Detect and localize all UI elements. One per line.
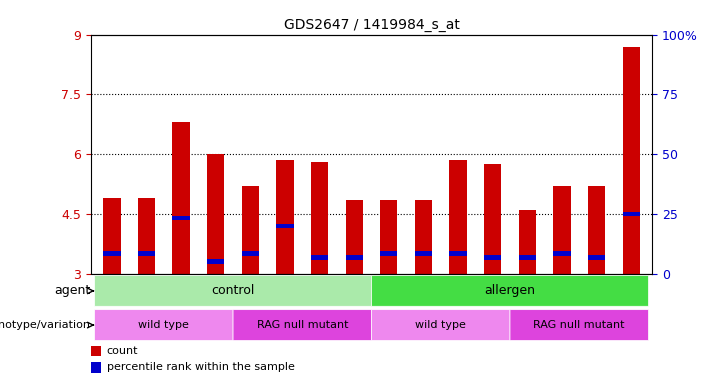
Bar [103, 198, 121, 274]
Text: control: control [212, 285, 254, 297]
Bar [172, 122, 190, 274]
Text: RAG null mutant: RAG null mutant [533, 320, 625, 330]
Bar [276, 223, 294, 228]
Bar [622, 212, 640, 216]
Bar [380, 252, 397, 256]
Text: agent: agent [54, 285, 90, 297]
FancyBboxPatch shape [95, 310, 233, 341]
Bar [276, 160, 294, 274]
Bar [207, 154, 224, 274]
FancyBboxPatch shape [510, 310, 648, 341]
Bar [519, 255, 536, 260]
Bar [519, 210, 536, 274]
Bar [242, 252, 259, 256]
Bar [484, 164, 501, 274]
Bar [207, 260, 224, 264]
Bar [346, 255, 363, 260]
Bar [588, 255, 605, 260]
Bar [138, 252, 155, 256]
Bar [415, 200, 432, 274]
FancyBboxPatch shape [233, 310, 372, 341]
Bar [484, 255, 501, 260]
Bar [449, 160, 467, 274]
Text: genotype/variation: genotype/variation [0, 320, 90, 330]
Bar [588, 186, 605, 274]
Bar [91, 362, 101, 373]
Bar [622, 46, 640, 274]
Text: wild type: wild type [138, 320, 189, 330]
Title: GDS2647 / 1419984_s_at: GDS2647 / 1419984_s_at [284, 18, 459, 32]
Bar [415, 252, 432, 256]
Bar [138, 198, 155, 274]
Text: wild type: wild type [415, 320, 466, 330]
Text: RAG null mutant: RAG null mutant [257, 320, 348, 330]
Bar [91, 346, 101, 356]
Bar [172, 215, 190, 220]
Bar [553, 186, 571, 274]
Text: allergen: allergen [484, 285, 536, 297]
FancyBboxPatch shape [95, 275, 372, 306]
Bar [103, 252, 121, 256]
FancyBboxPatch shape [372, 275, 648, 306]
Bar [242, 186, 259, 274]
Bar [311, 255, 328, 260]
FancyBboxPatch shape [372, 310, 510, 341]
Text: count: count [107, 346, 138, 356]
Text: percentile rank within the sample: percentile rank within the sample [107, 362, 294, 372]
Bar [346, 200, 363, 274]
Bar [380, 200, 397, 274]
Bar [449, 252, 467, 256]
Bar [311, 162, 328, 274]
Bar [553, 252, 571, 256]
